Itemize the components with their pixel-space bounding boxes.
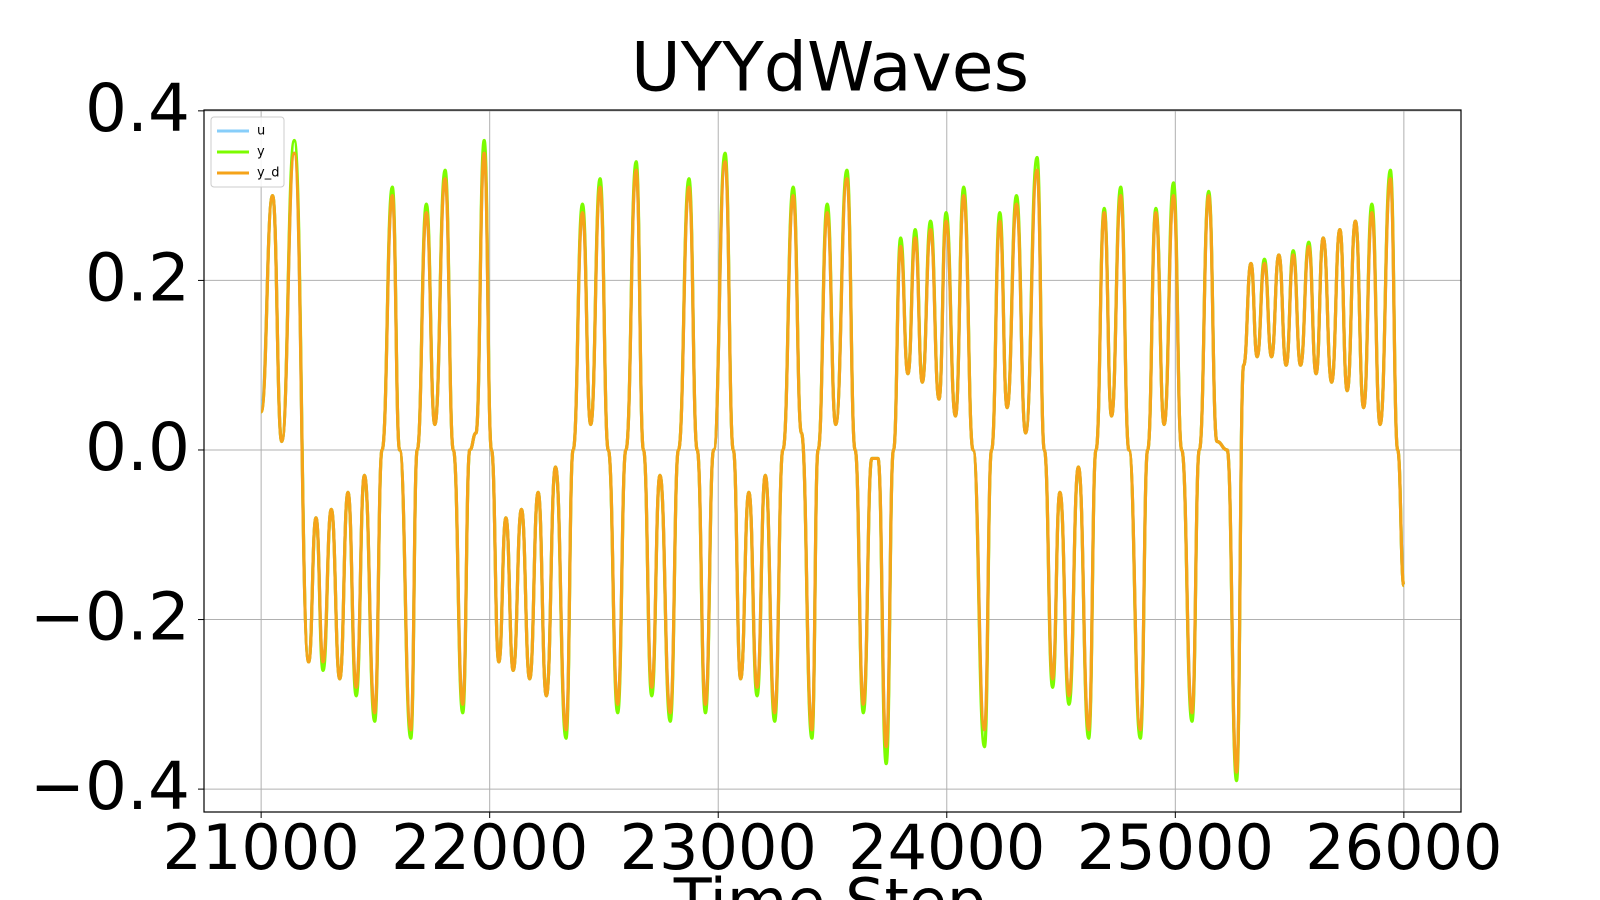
y-tick-label: −0.2 xyxy=(30,579,190,656)
y-tick-label: −0.4 xyxy=(30,748,190,825)
legend-label: u xyxy=(257,124,265,139)
x-tick-label: 21000 xyxy=(163,811,360,884)
x-tick-label: 22000 xyxy=(391,811,588,884)
x-tick-label: 26000 xyxy=(1305,811,1502,884)
x-tick-label: 24000 xyxy=(848,811,1045,884)
legend: uy y_d xyxy=(210,116,285,188)
x-tick-label: 25000 xyxy=(1077,811,1274,884)
y-tick-label: 0.4 xyxy=(85,70,190,147)
legend-label: y_d xyxy=(257,166,279,181)
plot-frame xyxy=(203,109,1462,813)
x-axis-label: Time Step xyxy=(673,865,987,900)
y-tick-label: 0.0 xyxy=(85,409,190,486)
x-tick-label: 23000 xyxy=(620,811,817,884)
y-tick-label: 0.2 xyxy=(85,239,190,316)
chart-title: UYYdWaves xyxy=(631,29,1029,108)
line-series xyxy=(259,151,1406,774)
legend-label: y xyxy=(257,145,265,160)
